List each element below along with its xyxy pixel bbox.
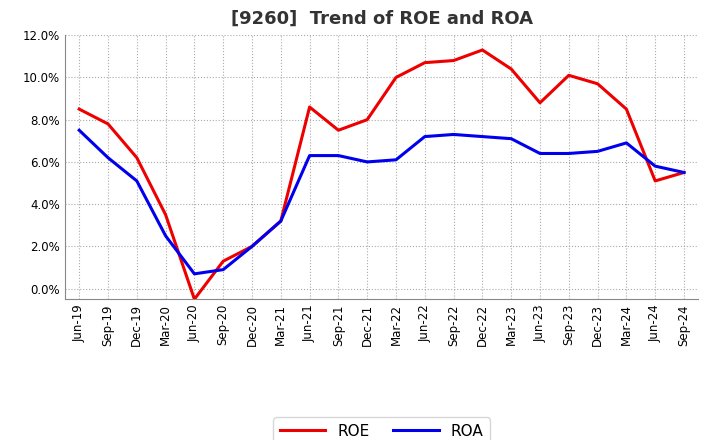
ROA bbox=[132, 178, 141, 183]
ROE bbox=[622, 106, 631, 112]
ROE bbox=[132, 155, 141, 160]
ROE bbox=[248, 244, 256, 249]
ROA bbox=[507, 136, 516, 141]
ROE bbox=[363, 117, 372, 122]
ROA bbox=[219, 267, 228, 272]
ROA bbox=[651, 164, 660, 169]
ROE bbox=[219, 259, 228, 264]
ROE bbox=[305, 104, 314, 110]
ROE bbox=[104, 121, 112, 127]
ROA bbox=[622, 140, 631, 146]
ROA bbox=[392, 157, 400, 162]
ROA bbox=[334, 153, 343, 158]
ROE bbox=[680, 170, 688, 175]
ROE bbox=[564, 73, 573, 78]
ROA bbox=[449, 132, 458, 137]
ROE bbox=[507, 66, 516, 72]
ROA bbox=[363, 159, 372, 165]
ROA bbox=[104, 155, 112, 160]
ROE bbox=[651, 178, 660, 183]
ROA bbox=[593, 149, 602, 154]
ROA bbox=[536, 151, 544, 156]
Title: [9260]  Trend of ROE and ROA: [9260] Trend of ROE and ROA bbox=[230, 10, 533, 28]
ROA bbox=[276, 218, 285, 224]
ROE bbox=[478, 48, 487, 53]
ROA bbox=[248, 244, 256, 249]
ROA bbox=[305, 153, 314, 158]
ROE bbox=[190, 297, 199, 302]
ROA bbox=[680, 170, 688, 175]
ROE bbox=[334, 128, 343, 133]
Line: ROA: ROA bbox=[79, 130, 684, 274]
ROA bbox=[190, 271, 199, 276]
ROE bbox=[75, 106, 84, 112]
ROA bbox=[564, 151, 573, 156]
ROE bbox=[449, 58, 458, 63]
Legend: ROE, ROA: ROE, ROA bbox=[274, 418, 490, 440]
ROA bbox=[161, 233, 170, 238]
Line: ROE: ROE bbox=[79, 50, 684, 299]
ROE bbox=[536, 100, 544, 106]
ROA bbox=[75, 128, 84, 133]
ROA bbox=[420, 134, 429, 139]
ROE bbox=[161, 212, 170, 217]
ROE bbox=[392, 75, 400, 80]
ROE bbox=[276, 218, 285, 224]
ROA bbox=[478, 134, 487, 139]
ROE bbox=[593, 81, 602, 86]
ROE bbox=[420, 60, 429, 65]
